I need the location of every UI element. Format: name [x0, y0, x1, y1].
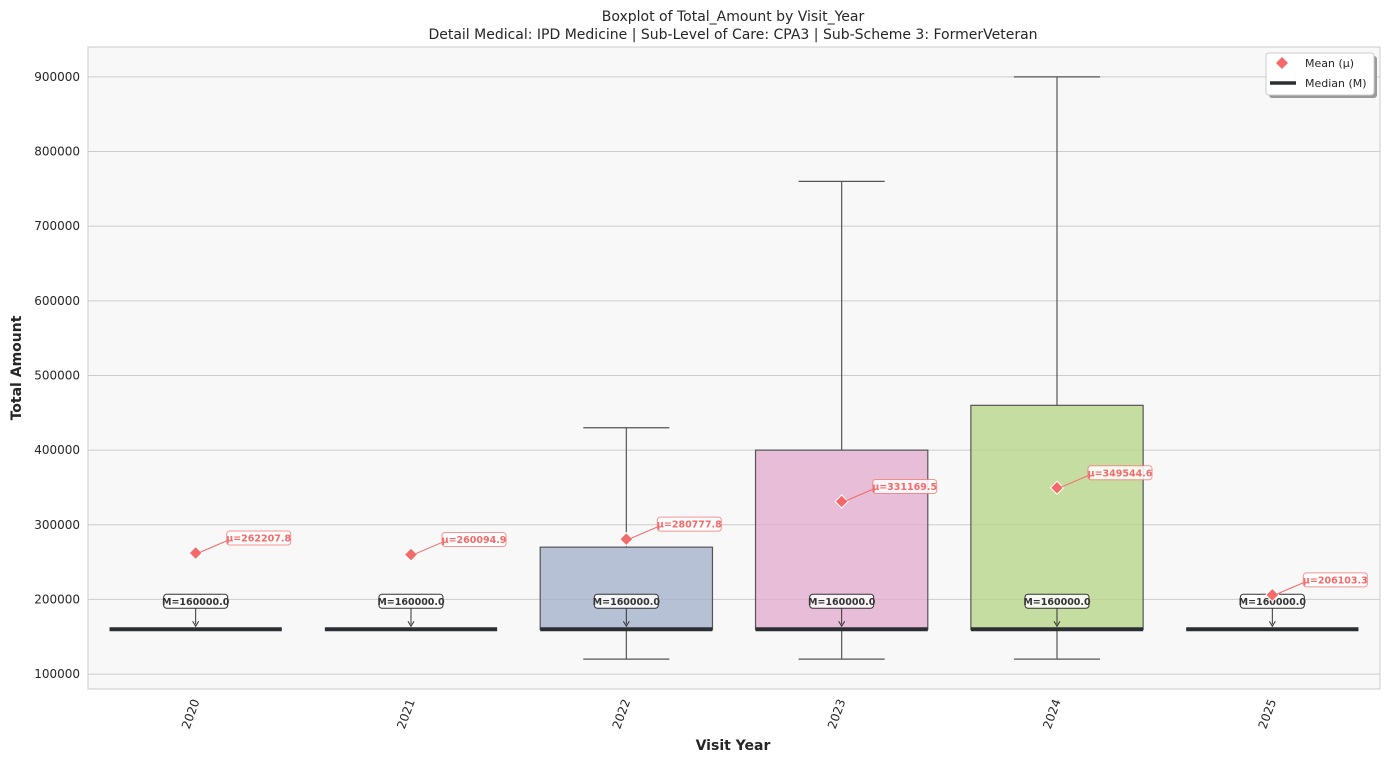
median-arrowhead [1268, 621, 1276, 628]
y-tick-label: 100000 [34, 667, 80, 681]
box-body [970, 404, 1144, 630]
mean-marker [834, 494, 849, 509]
mean-label-box [1087, 465, 1153, 481]
median-label-box [163, 593, 229, 609]
box-2020: M=160000.0 μ=262207.8 [109, 530, 292, 632]
legend-mean-label: Mean (μ) [1305, 57, 1354, 70]
mean-arrow [1061, 474, 1091, 488]
box-2023: M=160000.0 μ=331169.5 [754, 180, 938, 660]
mean-label-box [656, 516, 722, 532]
median-arrowhead [407, 621, 415, 628]
median-label: M=160000.0 [1023, 597, 1091, 608]
y-tick-label: 700000 [34, 219, 80, 233]
mean-label: μ=262207.8 [226, 533, 291, 544]
y-tick-label: 600000 [34, 294, 80, 308]
mean-marker [619, 531, 634, 547]
median-label: M=160000.0 [162, 597, 230, 608]
median-arrowhead [838, 621, 846, 628]
box-2024: M=160000.0 μ=349544.6 [970, 76, 1153, 660]
mean-label: μ=331169.5 [872, 482, 937, 493]
mean-label-box [441, 532, 507, 548]
plot-frame [87, 46, 1381, 690]
mean-arrow [631, 525, 660, 539]
y-tick-label: 500000 [34, 368, 80, 382]
y-axis-ticks: 100000 200000 300000 400000 500000 600000 7000… [34, 70, 80, 681]
median-label: M=160000.0 [808, 597, 876, 608]
median-label-box [809, 593, 875, 609]
x-axis-label: Visit Year [696, 738, 771, 754]
mean-marker [403, 547, 419, 562]
mean-arrow [415, 541, 445, 555]
mean-marker [1049, 480, 1065, 495]
box-2021: M=160000.0 μ=260094.9 [324, 532, 507, 632]
box-2022: M=160000.0 μ=280777.8 [539, 427, 722, 660]
median-label: M=160000.0 [1239, 597, 1307, 608]
chart-title: Boxplot of Total_Amount by Visit_Year [602, 9, 865, 25]
y-tick-label: 800000 [34, 145, 80, 159]
y-axis-label: Total Amount [9, 315, 25, 420]
mean-arrow [1277, 581, 1306, 595]
box-2025: M=160000.0 μ=206103.3 [1186, 572, 1368, 632]
median-label-box [378, 593, 444, 609]
chart-subtitle: Detail Medical: IPD Medicine | Sub-Level… [428, 27, 1037, 43]
y-tick-label: 400000 [34, 443, 80, 457]
plot-area [88, 47, 1380, 689]
legend-mean-diamond-icon [1276, 57, 1288, 69]
median-arrowhead [192, 621, 200, 628]
median-label-box [1024, 593, 1090, 609]
mean-arrow [200, 539, 229, 553]
mean-label: μ=349544.6 [1088, 468, 1153, 479]
legend-median-label: Median (M) [1305, 77, 1367, 90]
mean-arrow [846, 488, 875, 501]
mean-label: μ=260094.9 [442, 535, 507, 546]
legend: Mean (μ) Median (M) [1265, 52, 1377, 98]
median-label: M=160000.0 [593, 597, 661, 608]
median-label-box [593, 593, 659, 609]
median-arrowhead [1053, 621, 1061, 628]
mean-label-box [872, 478, 938, 494]
median-label: M=160000.0 [377, 597, 445, 608]
median-arrowhead [622, 621, 630, 628]
mean-marker [188, 545, 203, 561]
y-tick-label: 300000 [34, 518, 80, 532]
y-tick-label: 900000 [34, 70, 80, 84]
mean-label-box [226, 530, 292, 546]
box-series: M=160000.0 μ=262207.8 M=160000.0 μ=260094.9… [109, 76, 1368, 660]
mean-label: μ=280777.8 [657, 520, 722, 531]
mean-label: μ=206103.3 [1303, 575, 1368, 586]
y-tick-label: 200000 [34, 592, 80, 606]
mean-marker [1265, 587, 1280, 603]
grid-lines [88, 76, 1380, 675]
mean-label-box [1302, 572, 1368, 588]
